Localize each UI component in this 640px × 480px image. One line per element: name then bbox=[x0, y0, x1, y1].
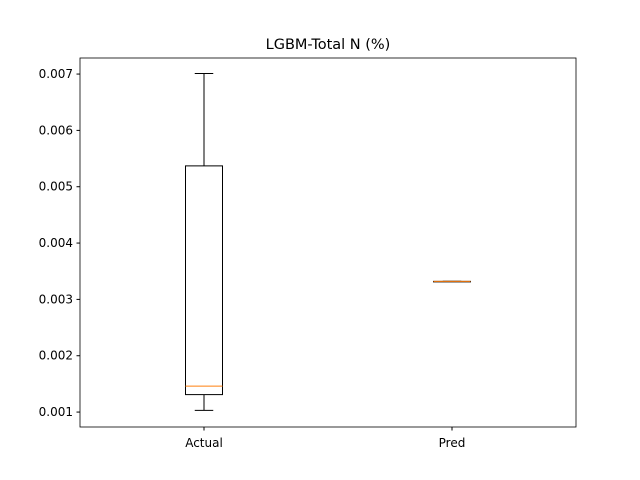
y-tick-label: 0.006 bbox=[39, 123, 73, 137]
y-tick-label: 0.005 bbox=[39, 180, 73, 194]
y-tick-label: 0.003 bbox=[39, 292, 73, 306]
x-tick-label: Pred bbox=[439, 436, 466, 450]
axes-frame bbox=[79, 57, 577, 428]
x-tick-label: Actual bbox=[185, 436, 223, 450]
chart-title: LGBM-Total N (%) bbox=[266, 37, 391, 53]
y-tick-label: 0.002 bbox=[39, 349, 73, 363]
y-tick-label: 0.004 bbox=[39, 236, 73, 250]
box-actual bbox=[185, 165, 223, 396]
y-tick-label: 0.001 bbox=[39, 405, 73, 419]
y-tick-label: 0.007 bbox=[39, 67, 73, 81]
plot-area: 0.001 0.002 0.003 0.004 0.005 0.006 0.007 Actua… bbox=[39, 67, 471, 450]
